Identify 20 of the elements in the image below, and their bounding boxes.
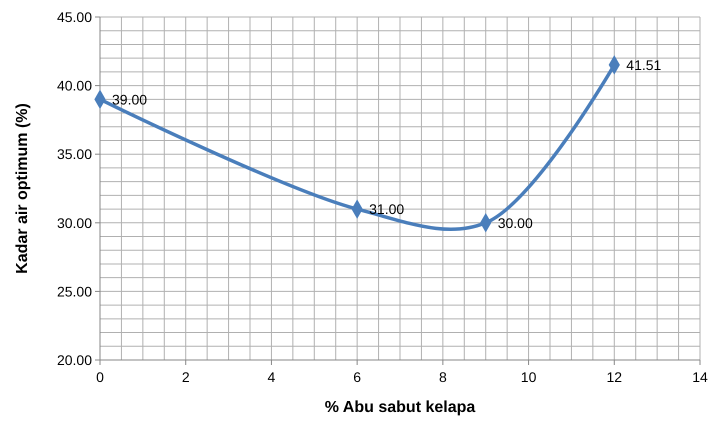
y-tick-label: 45.00 <box>56 9 92 25</box>
y-axis-title: Kadar air optimum (%) <box>14 103 31 274</box>
y-tick-label: 40.00 <box>56 78 92 94</box>
x-tick-label: 2 <box>182 369 190 385</box>
x-axis-title: % Abu sabut kelapa <box>324 399 476 416</box>
y-tick-label: 30.00 <box>56 214 92 231</box>
x-tick-label: 6 <box>353 369 362 385</box>
x-tick-label: 10 <box>520 369 537 385</box>
y-tick-label: 35.00 <box>56 146 92 162</box>
x-tick-label: 8 <box>438 369 447 385</box>
x-tick-label: 12 <box>606 369 622 385</box>
y-tick-label: 25.00 <box>56 283 92 300</box>
data-label: 31.00 <box>369 201 404 218</box>
x-tick-label: 14 <box>692 369 708 385</box>
x-tick-label: 0 <box>96 369 104 385</box>
data-label: 30.00 <box>498 214 533 231</box>
y-tick-label: 20.00 <box>56 352 92 368</box>
data-label: 41.51 <box>626 56 662 73</box>
x-tick-label: 4 <box>268 369 276 385</box>
data-label: 39.00 <box>112 91 148 108</box>
